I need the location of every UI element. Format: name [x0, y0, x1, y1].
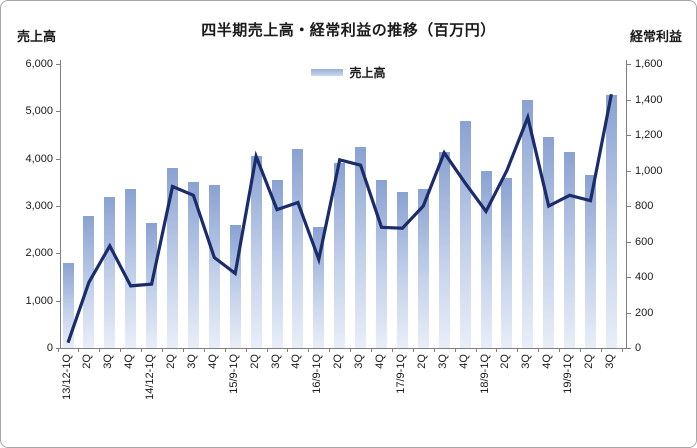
x-axis-tick-mark — [287, 349, 289, 352]
right-axis-line — [626, 60, 627, 349]
left-axis-tick-label: 1,000 — [25, 294, 53, 307]
left-axis-tick-mark — [56, 111, 60, 113]
right-axis-tick-mark — [627, 99, 631, 101]
x-axis-tick-mark — [433, 349, 435, 352]
x-axis-tick-mark — [203, 349, 205, 352]
right-axis-tick-mark — [627, 135, 631, 136]
left-axis-tick-label: 6,000 — [25, 58, 53, 70]
x-axis-tick-mark — [391, 349, 393, 352]
sales-bar — [104, 196, 116, 348]
sales-bar — [605, 94, 617, 348]
x-axis-tick-mark — [308, 349, 310, 352]
x-axis-tick-mark — [496, 349, 498, 352]
left-axis-tick-mark — [56, 158, 60, 160]
left-axis-tick-mark — [56, 206, 60, 207]
x-axis-tick-mark — [621, 349, 623, 352]
left-axis-title: 売上高 — [17, 29, 57, 44]
left-axis-tick-label: 3,000 — [25, 200, 53, 212]
right-axis-tick-mark — [627, 348, 631, 349]
legend-label: 売上高 — [349, 65, 386, 80]
sales-bar — [501, 177, 513, 348]
right-axis-tick-mark — [627, 170, 631, 172]
x-axis-tick-mark — [580, 349, 581, 352]
x-axis-tick-mark — [371, 349, 373, 352]
right-axis-tick-mark — [627, 206, 631, 207]
x-axis-tick-mark — [412, 349, 414, 352]
left-axis-tick-label: 0 — [46, 342, 53, 354]
x-axis-tick-mark — [99, 349, 101, 352]
chart-title: 四半期売上高・経常利益の推移（百万円） — [201, 22, 496, 39]
x-axis-tick-mark — [141, 349, 143, 352]
legend-sales-swatch — [311, 68, 344, 76]
left-axis-tick-mark — [56, 253, 60, 255]
sales-bar — [564, 151, 576, 348]
right-axis-title: 経常利益 — [629, 29, 682, 44]
right-axis-tick-label: 1,200 — [635, 129, 663, 141]
right-axis-tick-label: 1,000 — [635, 164, 663, 177]
sales-bar — [543, 137, 555, 348]
sales-bar — [125, 189, 137, 348]
sales-bar — [187, 182, 199, 348]
x-axis-tick-mark — [120, 349, 122, 352]
sales-bar — [250, 156, 262, 348]
x-axis-tick-mark — [538, 349, 540, 352]
x-axis-tick-mark — [78, 349, 80, 352]
sales-bar — [438, 151, 450, 348]
sales-bar — [167, 168, 178, 348]
sales-bar — [271, 180, 283, 348]
sales-bar — [585, 175, 596, 348]
left-axis-tick-label: 5,000 — [25, 105, 53, 118]
profit-line — [66, 93, 613, 344]
right-axis-tick-label: 1,400 — [635, 93, 663, 106]
right-axis-tick-label: 400 — [635, 271, 654, 283]
left-axis-line — [60, 60, 61, 349]
sales-bar — [417, 189, 429, 348]
right-axis-tick-mark — [627, 241, 631, 243]
sales-bar — [480, 170, 492, 348]
right-axis-tick-label: 600 — [635, 235, 654, 248]
x-axis-tick-mark — [600, 349, 602, 352]
x-axis-tick-mark — [245, 349, 247, 352]
sales-bar — [459, 120, 471, 348]
sales-bar — [334, 163, 346, 348]
legend: 売上高 — [1, 64, 696, 80]
sales-bar — [208, 184, 220, 348]
left-axis-tick-mark — [56, 64, 60, 65]
x-axis-tick-mark — [517, 349, 519, 352]
x-axis-tick-mark — [57, 349, 59, 352]
x-axis-tick-mark — [182, 349, 184, 352]
right-axis-tick-mark — [627, 277, 631, 278]
x-axis-tick-mark — [162, 349, 164, 352]
x-axis-tick-mark — [350, 349, 352, 352]
sales-bar — [396, 191, 408, 348]
x-axis-tick-mark — [266, 349, 268, 352]
sales-bar — [229, 224, 241, 348]
x-axis-tick-mark — [454, 349, 456, 352]
sales-bar — [376, 180, 387, 348]
right-axis-tick-label: 800 — [635, 200, 654, 212]
right-axis-tick-label: 200 — [635, 306, 654, 319]
right-axis-tick-label: 1,600 — [635, 58, 663, 70]
left-axis-tick-mark — [56, 300, 60, 302]
x-axis-tick-mark — [224, 349, 226, 352]
sales-bar — [355, 146, 367, 348]
right-axis-tick-label: 0 — [635, 342, 642, 354]
right-axis-tick-mark — [627, 64, 631, 65]
left-axis-tick-label: 2,000 — [25, 247, 53, 260]
left-axis-tick-label: 4,000 — [25, 152, 53, 165]
left-axis-tick-mark — [56, 348, 60, 349]
x-axis-line — [60, 348, 627, 349]
sales-bar — [522, 99, 534, 348]
x-axis-tick-mark — [559, 349, 561, 352]
x-axis-tick-mark — [329, 349, 331, 352]
x-axis-tick-mark — [475, 349, 477, 352]
sales-bar — [292, 149, 304, 348]
right-axis-tick-mark — [627, 312, 631, 314]
sales-bar — [62, 262, 74, 348]
sales-bar — [313, 227, 325, 348]
